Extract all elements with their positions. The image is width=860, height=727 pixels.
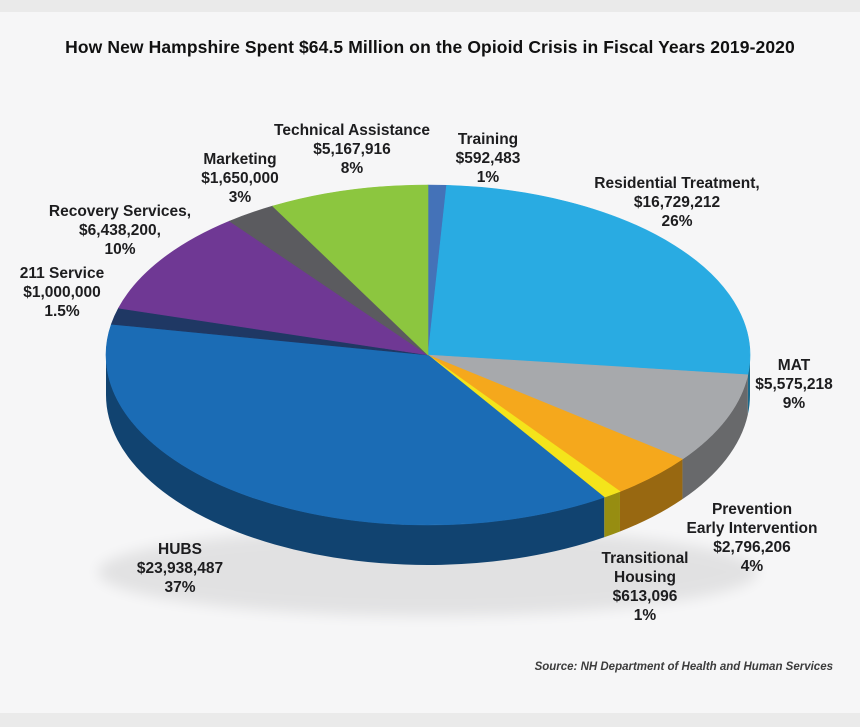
slice-percent: 9% — [782, 395, 806, 412]
slice-label: MAT — [777, 357, 811, 374]
callout-prevention-early-intervention: Prevention Early Intervention $2,796,206… — [667, 500, 837, 576]
hubs-slice-side — [106, 355, 605, 566]
slice-label: Transitional Housing — [601, 550, 689, 586]
mat-slice — [427, 354, 749, 460]
slice-amount: $23,938,487 — [136, 560, 224, 577]
technical-assistance-slice — [272, 184, 429, 356]
chart-title: How New Hampshire Spent $64.5 Million on… — [65, 37, 795, 57]
slice-amount: $2,796,206 — [713, 539, 791, 556]
slice-label: Training — [457, 131, 519, 148]
callout-marketing: Marketing $1,650,000 3% — [165, 150, 315, 207]
callout-transitional-housing: Transitional Housing $613,096 1% — [580, 549, 710, 625]
source-attribution: Source: NH Department of Health and Huma… — [534, 661, 833, 673]
slice-percent: 4% — [740, 558, 764, 575]
slice-amount: $1,650,000 — [201, 170, 279, 187]
recovery-services-slice — [118, 220, 429, 356]
top-edge-strip — [0, 0, 860, 12]
slice-label: Marketing — [203, 151, 277, 168]
slice-percent: 8% — [340, 160, 364, 177]
pie-drop-shadow — [98, 528, 758, 616]
bottom-edge-strip — [0, 713, 860, 727]
slice-percent: 37% — [164, 579, 196, 596]
slice-amount: $5,167,916 — [313, 141, 391, 158]
slice-percent: 1% — [633, 607, 657, 624]
slice-amount: $16,729,212 — [633, 194, 721, 211]
slice-amount: $1,000,000 — [23, 284, 101, 301]
callout-training: Training $592,483 1% — [428, 130, 548, 187]
prevention-early-intervention-slice-side — [619, 459, 683, 532]
slice-label: Technical Assistance — [274, 122, 430, 139]
slice-percent: 26% — [661, 213, 693, 230]
slice-label: Prevention Early Intervention — [686, 501, 818, 537]
slice-amount: $5,575,218 — [755, 376, 833, 393]
slice-percent: 1% — [476, 169, 500, 186]
slice-label: Recovery Services, — [48, 203, 192, 220]
callout-hubs: HUBS $23,938,487 37% — [95, 540, 265, 597]
mat-slice-side — [682, 374, 748, 500]
slice-label: Residential Treatment, — [594, 175, 760, 192]
slice-percent: 1.5% — [44, 303, 80, 320]
slice-percent: 3% — [228, 189, 252, 206]
callout-recovery-services: Recovery Services, $6,438,200, 10% — [25, 202, 215, 259]
callout-mat: MAT $5,575,218 9% — [730, 356, 858, 413]
residential-treatment-slice — [427, 184, 751, 376]
hubs-slice — [105, 323, 605, 526]
residential-treatment-slice-side — [747, 355, 750, 415]
slice-percent: 10% — [104, 241, 136, 258]
slice-amount: $613,096 — [612, 588, 678, 605]
callout-residential-treatment: Residential Treatment, $16,729,212 26% — [572, 174, 782, 231]
slice-label: 211 Service — [19, 265, 105, 282]
slice-amount: $592,483 — [455, 150, 521, 167]
slice-label: HUBS — [158, 541, 202, 558]
callout-211-service: 211 Service $1,000,000 1.5% — [0, 264, 124, 321]
callout-technical-assistance: Technical Assistance $5,167,916 8% — [257, 121, 447, 178]
pie-chart-3d — [105, 184, 751, 566]
slice-amount: $6,438,200, — [79, 222, 161, 239]
transitional-housing-slice-side — [604, 491, 620, 538]
